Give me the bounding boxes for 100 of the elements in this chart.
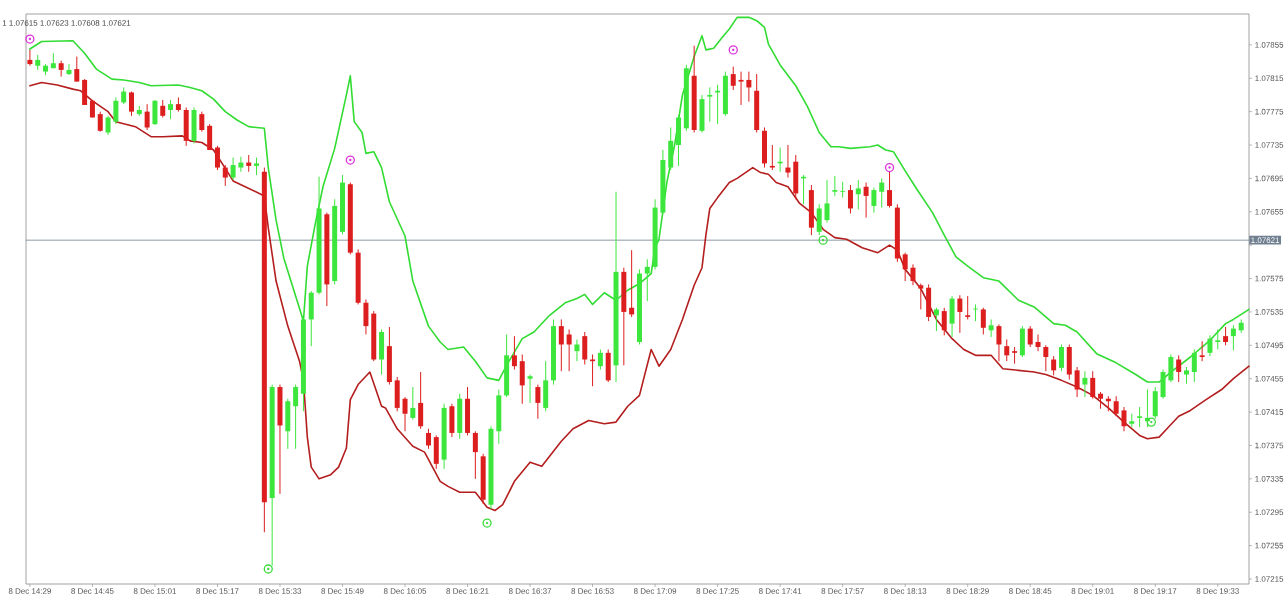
candlestick (574, 338, 580, 362)
candlestick (340, 174, 345, 235)
candlestick (472, 430, 478, 480)
candlestick (1051, 355, 1057, 376)
candlestick (621, 267, 627, 366)
candlestick (535, 384, 541, 420)
candlestick (74, 56, 80, 83)
candlestick (1121, 406, 1127, 432)
candlestick (769, 144, 775, 171)
candlestick (1004, 338, 1010, 362)
candlestick (840, 181, 846, 199)
candlestick (1137, 406, 1143, 428)
candlestick (113, 96, 119, 125)
candlestick (168, 99, 174, 120)
candlestick (605, 348, 611, 383)
candlestick (816, 203, 822, 236)
candlestick (871, 187, 877, 214)
candlestick (793, 154, 799, 200)
candlestick (465, 386, 471, 436)
candlestick (394, 376, 400, 412)
candlestick (722, 71, 728, 117)
candlestick (27, 49, 33, 67)
candlestick (425, 428, 431, 450)
candlestick (894, 203, 900, 263)
candlestick (1090, 370, 1096, 400)
candlestick (402, 396, 408, 432)
candlestick (1035, 333, 1041, 352)
candlestick (230, 157, 236, 181)
candlestick (707, 86, 713, 123)
candlestick (261, 167, 267, 533)
candlestick (1082, 370, 1088, 398)
candlestick (1176, 354, 1182, 383)
candlestick (754, 73, 760, 133)
candlestick (683, 64, 689, 132)
candlestick (855, 179, 861, 210)
candlestick (1027, 325, 1033, 348)
candlestick (762, 127, 767, 169)
candlestick (1223, 326, 1229, 346)
candlestick (316, 176, 322, 295)
candlestick (551, 318, 556, 386)
candlestick (183, 106, 189, 147)
candlestick (308, 290, 314, 347)
candlestick (699, 94, 705, 133)
candlestick (1230, 324, 1236, 351)
candlestick (965, 295, 971, 320)
candlestick (1043, 344, 1049, 372)
candlestick (902, 252, 908, 282)
candlestick (832, 175, 838, 197)
candlestick (97, 111, 103, 133)
candlestick (238, 156, 244, 173)
candlestick (488, 425, 494, 510)
candlestick (277, 384, 283, 495)
candlestick (199, 111, 205, 133)
candlestick (582, 331, 588, 366)
candlestick (652, 198, 658, 270)
candlestick (214, 145, 220, 171)
candlestick (879, 177, 885, 209)
candlestick (410, 386, 416, 421)
candlestick (82, 78, 88, 106)
candlestick (293, 384, 299, 450)
candlestick (847, 184, 853, 214)
candlestick (480, 453, 486, 505)
candlestick (511, 335, 517, 371)
candlestick (926, 283, 932, 322)
candlestick (144, 103, 150, 131)
candlestick (738, 71, 744, 106)
candlestick (730, 66, 736, 91)
candlestick (222, 164, 228, 187)
candlestick (355, 248, 361, 305)
candlestick (371, 310, 377, 362)
candlestick (558, 318, 564, 372)
candlestick (980, 307, 986, 335)
candlestick (1066, 343, 1072, 381)
candlestick (1019, 325, 1025, 358)
candlestick (324, 212, 330, 307)
candlestick (996, 323, 1002, 362)
candlestick (543, 360, 549, 412)
candlestick (363, 298, 369, 335)
candlestick (1199, 340, 1205, 362)
candlestick (129, 91, 134, 117)
candlestick (676, 114, 682, 167)
candlestick (418, 371, 424, 430)
candlestick (988, 318, 994, 338)
candlestick (824, 179, 830, 224)
candlestick (1058, 343, 1064, 372)
candlestick (918, 283, 924, 310)
candlestick (941, 307, 947, 336)
candlestick (449, 403, 455, 438)
candlestick (691, 45, 697, 133)
candlestick (629, 249, 635, 318)
candlestick (910, 263, 916, 286)
candlestick (152, 99, 158, 126)
candlestick (347, 182, 353, 255)
candlestick (863, 182, 869, 219)
candlestick (668, 127, 674, 171)
candlestick (957, 294, 963, 334)
candlestick (746, 71, 752, 103)
candlestick (457, 393, 463, 440)
candlestick (949, 295, 955, 338)
candlestick (285, 398, 291, 450)
